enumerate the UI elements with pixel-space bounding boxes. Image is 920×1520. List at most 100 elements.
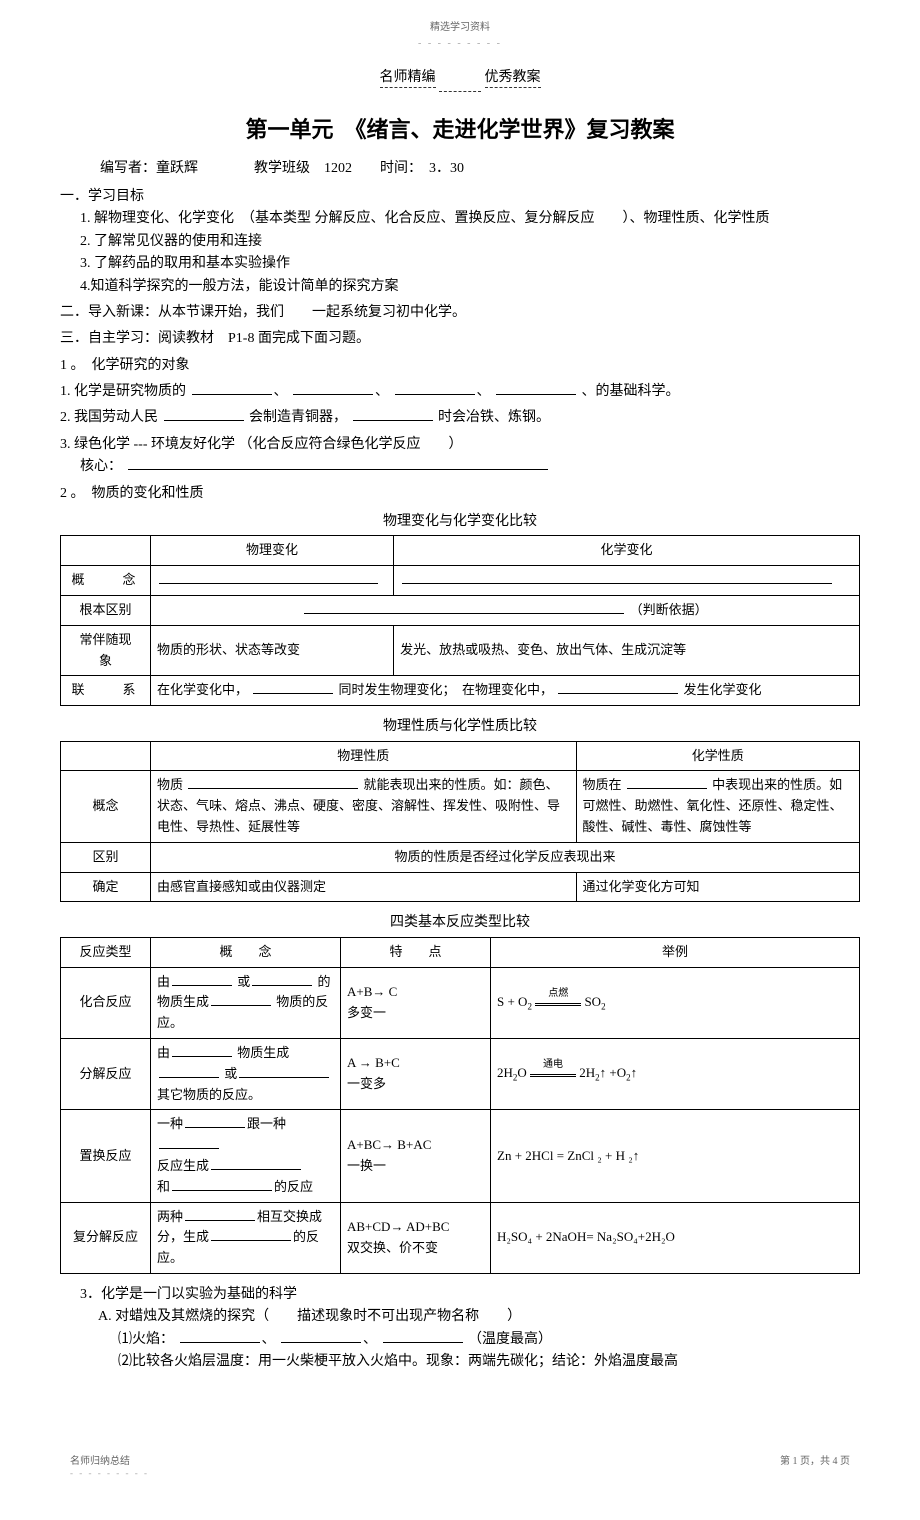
blank (627, 776, 707, 789)
table-cell: 分解反应 (61, 1038, 151, 1109)
s3a1: ⑴火焰： 、 、 （温度最高） (118, 1329, 860, 1351)
top-note: 精选学习资料 (60, 20, 860, 36)
eq: O (517, 1065, 526, 1080)
table-header: 特 点 (341, 937, 491, 967)
r4c: 发生化学变化 (684, 682, 762, 697)
table-cell: A → B+C 一变多 (341, 1038, 491, 1109)
table-cell: 在化学变化中， 同时发生物理变化； 在物理变化中， 发生化学变化 (151, 676, 860, 706)
table-header: 举例 (491, 937, 860, 967)
table-cell: 由 或 的物质生成 物质的反应。 (151, 967, 341, 1038)
table-cell: 物质的形状、状态等改变 (151, 625, 394, 676)
blank (253, 681, 333, 694)
tbl1-caption: 物理变化与化学变化比较 (60, 511, 860, 533)
subject2-heading: 2 。 物质的变化和性质 (60, 483, 860, 505)
blank (180, 1329, 260, 1343)
footer-right: 第 1 页，共 4 页 (780, 1454, 850, 1470)
table-cell: S + O2 点燃 SO2 (491, 967, 860, 1038)
eq: S + O (497, 994, 527, 1009)
table-row-head: 区别 (61, 842, 151, 872)
table-cell: （判断依据） (151, 596, 860, 626)
subject1-heading: 1 。 化学研究的对象 (60, 355, 860, 377)
table-cell: 化合反应 (61, 967, 151, 1038)
table-row-head: 联 系 (61, 676, 151, 706)
table-cell (151, 566, 394, 596)
sec-goal-2: 2. 了解常见仪器的使用和连接 (80, 231, 860, 253)
blank (558, 681, 678, 694)
sec-selfstudy: 三．自主学习：阅读教材 P1-8 面完成下面习题。 (60, 328, 860, 350)
subject1-line2: 2. 我国劳动人民 会制造青铜器， 时会冶铁、炼钢。 (60, 407, 860, 429)
condition: 通电 (530, 1057, 576, 1073)
table-row-head: 概念 (61, 771, 151, 842)
table-cell: AB+CD→ AD+BC 双交换、价不变 (341, 1202, 491, 1273)
r1cb: 中表现出来的性质。如可燃性、助燃性、氧化性、还原性、稳定性、酸性、碱性、毒性、腐… (583, 777, 843, 834)
table-reaction-types: 反应类型 概 念 特 点 举例 化合反应 由 或 的物质生成 物质的反应。 A+… (60, 937, 860, 1274)
page-title: 第一单元 《绪言、走进化学世界》复习教案 (60, 112, 860, 147)
table-row-head: 常伴随现 象 (61, 625, 151, 676)
blank (353, 407, 433, 421)
eq: SO (584, 994, 601, 1009)
txt: 由 (157, 974, 170, 989)
subject1-line3: 3. 绿色化学 --- 环境友好化学 （化合反应符合绿色化学反应 ） (60, 434, 860, 456)
table-header: 化学性质 (576, 741, 859, 771)
blank (293, 381, 373, 395)
blank (383, 1329, 463, 1343)
blank (164, 407, 244, 421)
s3a2: ⑵比较各火焰层温度：用一火柴梗平放入火焰中。现象：两端先碳化；结论：外焰温度最高 (118, 1351, 860, 1373)
tbl3-caption: 四类基本反应类型比较 (60, 912, 860, 934)
s1-1b: 、的基础科学。 (582, 384, 680, 399)
table-cell: 物质 就能表现出来的性质。如：颜色、状态、气味、熔点、沸点、硬度、密度、溶解性、… (151, 771, 577, 842)
header-left: 名师精编 (380, 70, 436, 88)
r4a: 在化学变化中， (157, 682, 248, 697)
table-cell: 发光、放热或吸热、变色、放出气体、生成沉淀等 (394, 625, 860, 676)
top-note-dashes: - - - - - - - - - (60, 36, 860, 52)
table-cell (61, 741, 151, 771)
subject1-line1: 1. 化学是研究物质的 、 、 、 、的基础科学。 (60, 381, 860, 403)
table-cell (394, 566, 860, 596)
eq: 2H (497, 1065, 513, 1080)
table-cell: 复分解反应 (61, 1202, 151, 1273)
judge-basis: （判断依据） (630, 602, 708, 617)
txt: 或 (224, 1066, 237, 1081)
table-phys-chem-property: 物理性质 化学性质 概念 物质 就能表现出来的性质。如：颜色、状态、气味、熔点、… (60, 741, 860, 903)
table-cell: H₂SO₄ + 2NaOH= Na₂SO₄+2H₂O (491, 1202, 860, 1273)
footer: 名师归纳总结 第 1 页，共 4 页 (60, 1454, 860, 1470)
sec-goal-4: 4.知道科学探究的一般方法，能设计简单的探究方案 (80, 276, 860, 298)
table-cell: A+BC→ B+AC 一换一 (341, 1110, 491, 1202)
r4b: 同时发生物理变化； 在物理变化中， (339, 682, 554, 697)
sec-goal-heading: 一．学习目标 (60, 186, 860, 208)
author-line: 编写者：童跃辉 教学班级 1202 时间： 3．30 (100, 158, 860, 180)
txt: 或 (237, 974, 250, 989)
s1-2c: 时会冶铁、炼钢。 (438, 410, 550, 425)
header-line: 名师精编 优秀教案 (60, 67, 860, 92)
blank (281, 1329, 361, 1343)
tbl2-caption: 物理性质与化学性质比较 (60, 716, 860, 738)
table-row-head: 概 念 (61, 566, 151, 596)
s1-2b: 会制造青铜器， (249, 410, 347, 425)
txt: 其它物质的反应。 (157, 1087, 261, 1102)
sec-goal-1: 1. 解物理变化、化学变化 （基本类型 分解反应、化合反应、置换反应、复分解反应… (80, 208, 860, 230)
blank (128, 456, 548, 470)
table-header: 概 念 (151, 937, 341, 967)
table-cell (61, 536, 151, 566)
table-cell: 两种相互交换成分，生成的反应。 (151, 1202, 341, 1273)
sec-intro: 二．导入新课：从本节课开始，我们 一起系统复习初中化学。 (60, 302, 860, 324)
r1pa: 物质 (157, 777, 183, 792)
table-cell: 置换反应 (61, 1110, 151, 1202)
sec-goal-3: 3. 了解药品的取用和基本实验操作 (80, 253, 860, 275)
condition: 点燃 (535, 986, 581, 1002)
txt: 物质生成 (237, 1045, 289, 1060)
footer-left: 名师归纳总结 (70, 1454, 130, 1470)
table-cell: 物质的性质是否经过化学反应表现出来 (151, 842, 860, 872)
s3a1b: （温度最高） (468, 1332, 552, 1347)
table-cell: 由 物质生成 或 其它物质的反应。 (151, 1038, 341, 1109)
blank (496, 381, 576, 395)
table-cell: 通过化学变化方可知 (576, 872, 859, 902)
header-right: 优秀教案 (485, 70, 541, 88)
s1-2a: 2. 我国劳动人民 (60, 410, 158, 425)
table-cell: A+B→ C 多变一 (341, 967, 491, 1038)
r1ca: 物质在 (583, 777, 622, 792)
s3a1a: ⑴火焰： (118, 1332, 174, 1347)
table-row-head: 确定 (61, 872, 151, 902)
s1-1a: 1. 化学是研究物质的 (60, 384, 186, 399)
table-cell: 物质在 中表现出来的性质。如可燃性、助燃性、氧化性、还原性、稳定性、酸性、碱性、… (576, 771, 859, 842)
